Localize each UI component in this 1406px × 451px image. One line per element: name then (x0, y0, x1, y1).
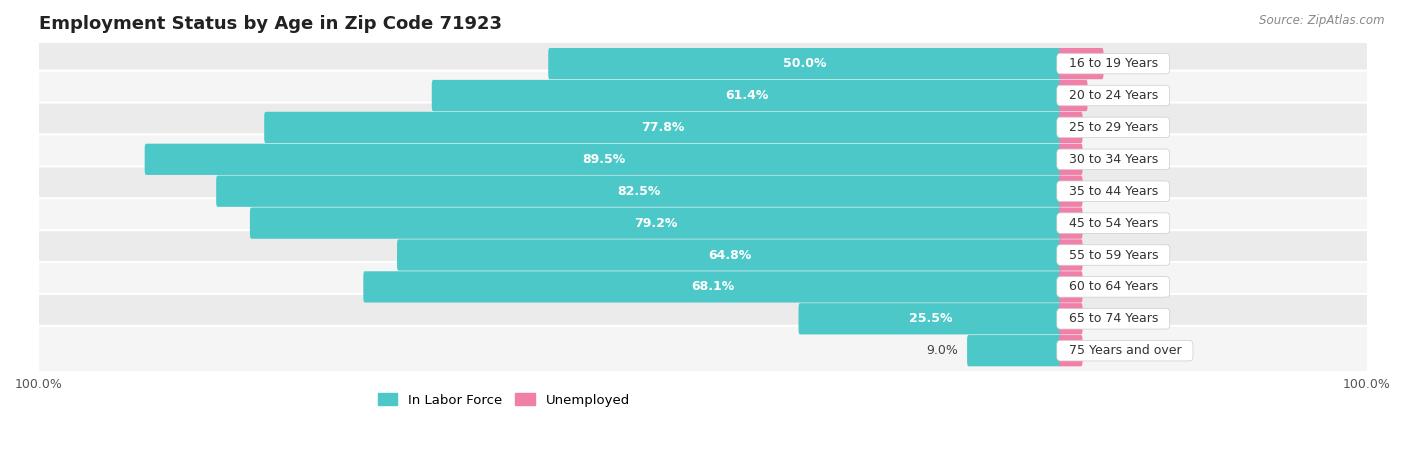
Text: 25.5%: 25.5% (908, 312, 952, 325)
Text: 25 to 29 Years: 25 to 29 Years (1060, 121, 1166, 134)
Text: 65 to 74 Years: 65 to 74 Years (1060, 312, 1166, 325)
FancyBboxPatch shape (1059, 112, 1083, 143)
Text: 30 to 34 Years: 30 to 34 Years (1060, 153, 1166, 166)
Legend: In Labor Force, Unemployed: In Labor Force, Unemployed (374, 390, 634, 411)
FancyBboxPatch shape (1059, 303, 1083, 335)
FancyBboxPatch shape (37, 102, 1369, 152)
FancyBboxPatch shape (1059, 144, 1083, 175)
FancyBboxPatch shape (1059, 335, 1083, 366)
FancyBboxPatch shape (363, 271, 1062, 303)
FancyBboxPatch shape (37, 198, 1369, 248)
FancyBboxPatch shape (37, 262, 1369, 312)
FancyBboxPatch shape (799, 303, 1062, 335)
FancyBboxPatch shape (432, 80, 1062, 111)
Text: 20 to 24 Years: 20 to 24 Years (1060, 89, 1166, 102)
FancyBboxPatch shape (1059, 48, 1104, 79)
Text: Employment Status by Age in Zip Code 71923: Employment Status by Age in Zip Code 719… (39, 15, 502, 33)
FancyBboxPatch shape (37, 326, 1369, 376)
FancyBboxPatch shape (548, 48, 1062, 79)
FancyBboxPatch shape (37, 230, 1369, 280)
Text: 16 to 19 Years: 16 to 19 Years (1060, 57, 1166, 70)
Text: 61.4%: 61.4% (725, 89, 769, 102)
FancyBboxPatch shape (217, 175, 1062, 207)
Text: 79.2%: 79.2% (634, 216, 678, 230)
Text: 50.0%: 50.0% (783, 57, 827, 70)
Text: 45 to 54 Years: 45 to 54 Years (1060, 216, 1166, 230)
FancyBboxPatch shape (37, 166, 1369, 216)
Text: 55 to 59 Years: 55 to 59 Years (1060, 249, 1166, 262)
FancyBboxPatch shape (1059, 271, 1083, 303)
Text: 0.0%: 0.0% (1090, 344, 1121, 357)
Text: 82.5%: 82.5% (617, 185, 661, 198)
FancyBboxPatch shape (1059, 239, 1083, 271)
FancyBboxPatch shape (37, 294, 1369, 344)
FancyBboxPatch shape (250, 207, 1062, 239)
Text: 89.5%: 89.5% (582, 153, 626, 166)
Text: 77.8%: 77.8% (641, 121, 685, 134)
Text: 9.0%: 9.0% (927, 344, 959, 357)
Text: 0.0%: 0.0% (1090, 312, 1121, 325)
FancyBboxPatch shape (37, 134, 1369, 184)
FancyBboxPatch shape (967, 335, 1062, 366)
Text: 35 to 44 Years: 35 to 44 Years (1060, 185, 1166, 198)
Text: 0.1%: 0.1% (1090, 153, 1121, 166)
Text: 68.1%: 68.1% (692, 281, 734, 294)
Text: 3.2%: 3.2% (1090, 216, 1121, 230)
Text: 75 Years and over: 75 Years and over (1060, 344, 1189, 357)
FancyBboxPatch shape (396, 239, 1062, 271)
Text: 60 to 64 Years: 60 to 64 Years (1060, 281, 1166, 294)
FancyBboxPatch shape (145, 144, 1062, 175)
Text: Source: ZipAtlas.com: Source: ZipAtlas.com (1260, 14, 1385, 27)
FancyBboxPatch shape (37, 39, 1369, 88)
Text: 13.5%: 13.5% (1111, 57, 1150, 70)
Text: 0.0%: 0.0% (1090, 281, 1121, 294)
Text: 1.6%: 1.6% (1090, 121, 1121, 134)
Text: 5.8%: 5.8% (1090, 185, 1121, 198)
Text: 0.0%: 0.0% (1090, 249, 1121, 262)
FancyBboxPatch shape (1059, 80, 1088, 111)
Text: 8.3%: 8.3% (1094, 89, 1126, 102)
FancyBboxPatch shape (1059, 207, 1083, 239)
FancyBboxPatch shape (264, 112, 1062, 143)
Text: 64.8%: 64.8% (709, 249, 751, 262)
FancyBboxPatch shape (37, 71, 1369, 120)
FancyBboxPatch shape (1059, 175, 1083, 207)
